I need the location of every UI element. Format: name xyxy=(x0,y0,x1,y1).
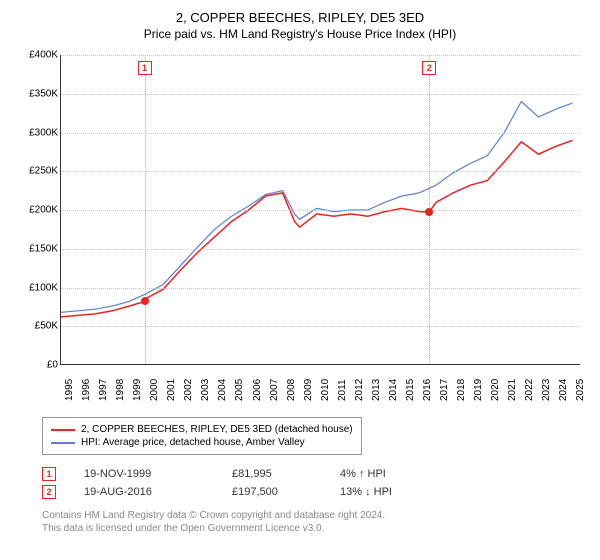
x-tick-label: 2000 xyxy=(149,379,160,401)
legend-label: HPI: Average price, detached house, Ambe… xyxy=(81,437,305,448)
legend-box: 2, COPPER BEECHES, RIPLEY, DE5 3ED (deta… xyxy=(42,417,362,455)
event-date: 19-NOV-1999 xyxy=(84,468,204,480)
x-tick-label: 2012 xyxy=(354,379,365,401)
x-tick-label: 2008 xyxy=(286,379,297,401)
x-tick-label: 2023 xyxy=(541,379,552,401)
x-tick-label: 2017 xyxy=(439,379,450,401)
y-tick-label: £100K xyxy=(29,282,58,293)
event-marker-box: 1 xyxy=(42,467,56,481)
marker-box: 1 xyxy=(138,61,152,75)
x-tick-label: 2002 xyxy=(183,379,194,401)
x-tick-label: 2003 xyxy=(200,379,211,401)
x-tick-label: 2018 xyxy=(456,379,467,401)
footer-line-2: This data is licensed under the Open Gov… xyxy=(42,522,588,535)
x-tick-label: 2025 xyxy=(575,379,586,401)
chart-container: 2, COPPER BEECHES, RIPLEY, DE5 3ED Price… xyxy=(0,0,600,560)
x-tick-label: 1996 xyxy=(81,379,92,401)
event-delta: 13% ↓ HPI xyxy=(340,486,440,498)
x-tick-label: 2015 xyxy=(405,379,416,401)
x-tick-label: 2022 xyxy=(524,379,535,401)
x-tick-label: 1999 xyxy=(132,379,143,401)
series-line xyxy=(61,140,573,317)
x-tick-label: 2021 xyxy=(507,379,518,401)
footer-attribution: Contains HM Land Registry data © Crown c… xyxy=(42,509,588,535)
footer-line-1: Contains HM Land Registry data © Crown c… xyxy=(42,509,588,522)
chart-subtitle: Price paid vs. HM Land Registry's House … xyxy=(12,27,588,41)
marker-box: 2 xyxy=(422,61,436,75)
y-tick-label: £0 xyxy=(47,360,58,371)
legend-swatch xyxy=(51,442,75,444)
legend-row: HPI: Average price, detached house, Ambe… xyxy=(51,437,353,448)
x-tick-label: 2019 xyxy=(473,379,484,401)
events-table: 1 19-NOV-1999 £81,995 4% ↑ HPI 2 19-AUG-2016 £… xyxy=(42,467,588,499)
event-date: 19-AUG-2016 xyxy=(84,486,204,498)
x-tick-label: 1995 xyxy=(64,379,75,401)
y-tick-label: £300K xyxy=(29,127,58,138)
event-delta: 4% ↑ HPI xyxy=(340,468,440,480)
y-tick-label: £350K xyxy=(29,88,58,99)
legend-row: 2, COPPER BEECHES, RIPLEY, DE5 3ED (deta… xyxy=(51,424,353,435)
x-tick-label: 2005 xyxy=(234,379,245,401)
marker-dot xyxy=(141,297,149,305)
x-tick-label: 2007 xyxy=(269,379,280,401)
chart-title: 2, COPPER BEECHES, RIPLEY, DE5 3ED xyxy=(12,10,588,25)
y-tick-label: £200K xyxy=(29,205,58,216)
y-tick-label: £150K xyxy=(29,243,58,254)
event-price: £81,995 xyxy=(232,468,312,480)
event-row: 1 19-NOV-1999 £81,995 4% ↑ HPI xyxy=(42,467,588,481)
x-tick-label: 2001 xyxy=(166,379,177,401)
marker-dot xyxy=(425,208,433,216)
y-tick-label: £400K xyxy=(29,50,58,61)
x-tick-label: 1998 xyxy=(115,379,126,401)
legend-label: 2, COPPER BEECHES, RIPLEY, DE5 3ED (deta… xyxy=(81,424,353,435)
event-row: 2 19-AUG-2016 £197,500 13% ↓ HPI xyxy=(42,485,588,499)
plot-area: 12 xyxy=(60,55,580,365)
x-tick-label: 1997 xyxy=(98,379,109,401)
x-tick-label: 2010 xyxy=(320,379,331,401)
x-tick-label: 2006 xyxy=(252,379,263,401)
y-tick-label: £250K xyxy=(29,166,58,177)
x-tick-label: 2016 xyxy=(422,379,433,401)
x-tick-label: 2014 xyxy=(388,379,399,401)
legend-swatch xyxy=(51,429,75,431)
event-price: £197,500 xyxy=(232,486,312,498)
chart-area: £0 £50K £100K £150K £200K £250K £300K £350K £400… xyxy=(12,49,588,409)
x-tick-label: 2013 xyxy=(371,379,382,401)
x-tick-label: 2011 xyxy=(337,379,348,401)
event-marker-box: 2 xyxy=(42,485,56,499)
x-tick-label: 2004 xyxy=(217,379,228,401)
x-tick-label: 2009 xyxy=(303,379,314,401)
x-tick-label: 2020 xyxy=(490,379,501,401)
x-tick-label: 2024 xyxy=(558,379,569,401)
y-tick-label: £50K xyxy=(35,321,58,332)
